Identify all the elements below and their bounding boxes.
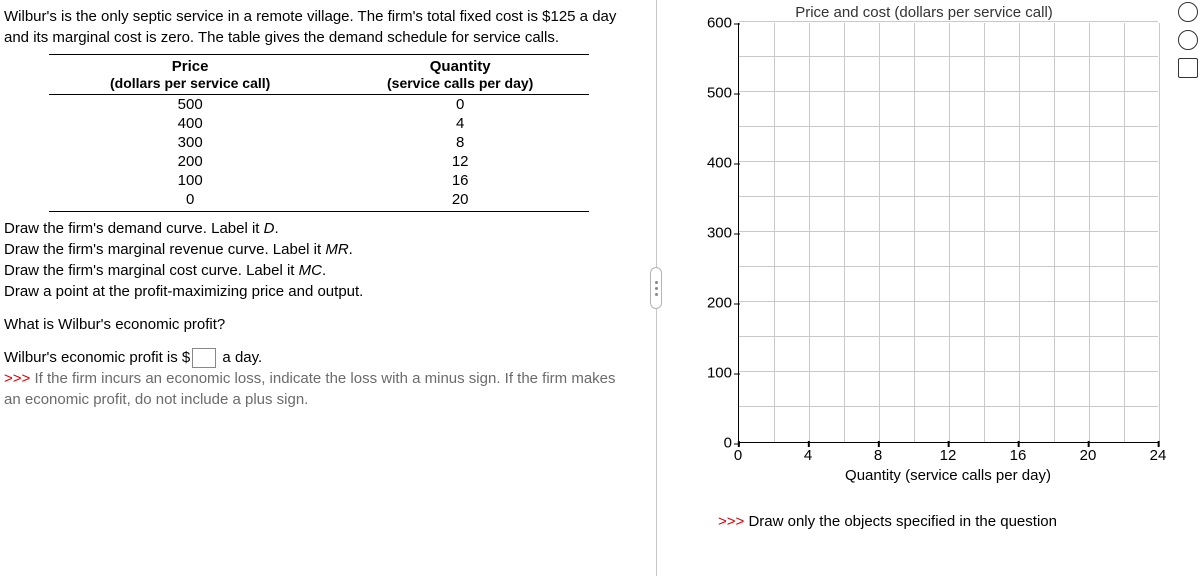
profit-input[interactable]	[192, 348, 216, 368]
hint-text: If the firm incurs an economic loss, ind…	[4, 370, 616, 408]
drag-handle-icon	[650, 267, 662, 309]
question-panel: Wilbur's is the only septic service in a…	[0, 0, 640, 576]
hint-prefix: >>>	[4, 370, 34, 387]
y-tick: 600	[702, 15, 732, 32]
chart-grid	[738, 23, 1158, 443]
y-tick: 400	[702, 155, 732, 172]
table-row: 20012	[49, 152, 589, 171]
x-tick: 4	[804, 447, 812, 464]
col2-head: Quantity	[331, 55, 589, 76]
table-row: 020	[49, 190, 589, 212]
chart-title: Price and cost (dollars per service call…	[682, 4, 1196, 21]
x-tick: 20	[1080, 447, 1097, 464]
chart-panel: Price and cost (dollars per service call…	[672, 0, 1200, 576]
col2-sub: (service calls per day)	[331, 75, 589, 95]
x-axis-label: Quantity (service calls per day)	[738, 467, 1158, 484]
col1-head: Price	[49, 55, 331, 76]
tool-circle-1[interactable]	[1178, 2, 1198, 22]
table-row: 4004	[49, 114, 589, 133]
x-tick: 8	[874, 447, 882, 464]
y-tick: 500	[702, 85, 732, 102]
table-row: 10016	[49, 171, 589, 190]
x-tick: 16	[1010, 447, 1027, 464]
table-row: 3008	[49, 133, 589, 152]
profit-question: What is Wilbur's economic profit?	[4, 316, 634, 333]
y-tick: 300	[702, 225, 732, 242]
intro-text: Wilbur's is the only septic service in a…	[4, 6, 634, 48]
x-tick: 24	[1150, 447, 1167, 464]
y-tick: 0	[702, 435, 732, 452]
demand-table: Price Quantity (dollars per service call…	[49, 54, 589, 212]
instructions: Draw the firm's demand curve. Label it D…	[4, 218, 634, 302]
answer-block: Wilbur's economic profit is $ a day. >>>…	[4, 347, 634, 410]
x-tick: 0	[734, 447, 742, 464]
y-tick: 100	[702, 365, 732, 382]
table-row: 5000	[49, 95, 589, 115]
col1-sub: (dollars per service call)	[49, 75, 331, 95]
chart-area[interactable]: 0100200300400500600 04812162024 Quantity…	[708, 23, 1196, 461]
x-tick: 12	[940, 447, 957, 464]
chart-note: >>> Draw only the objects specified in t…	[682, 513, 1196, 530]
y-tick: 200	[702, 295, 732, 312]
pane-divider[interactable]	[640, 0, 672, 576]
